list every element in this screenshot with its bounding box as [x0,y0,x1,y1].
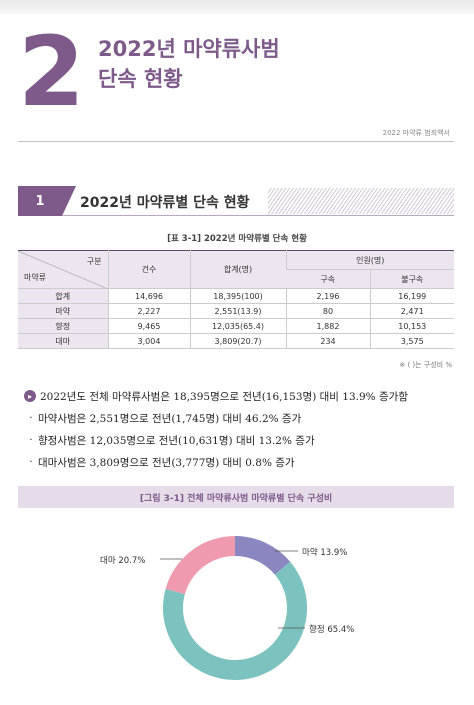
table-row: 대마 3,004 3,809(20.7) 234 3,575 [18,333,454,349]
row-not-arrested: 3,575 [369,333,454,349]
row-label: 합계 [18,288,108,304]
summary-item-text: 대마사범은 3,809명으로 전년(3,777명) 대비 0.8% 증가 [38,456,295,469]
section-underline [62,215,454,216]
row-arrested: 1,882 [285,318,370,334]
donut-slice-대마 [165,536,235,595]
summary-item: · 마약사범은 2,551명으로 전년(1,745명) 대비 46.2% 증가 [24,407,464,429]
row-arrested: 80 [285,303,370,319]
header-total: 합계(명) [189,250,286,289]
table-subheader-row: 구속 불구속 [18,269,454,289]
figure-caption: [그림 3-1] 전체 마약류사범 마약류별 단속 구성비 [18,486,454,508]
summary-item-text: 향정사범은 12,035명으로 전년(10,631명) 대비 13.2% 증가 [38,434,315,447]
section-hatch-decoration [268,188,454,214]
row-count: 14,696 [107,288,190,304]
summary-item: · 향정사범은 12,035명으로 전년(10,631명) 대비 13.2% 증… [24,429,464,451]
slice-label: 대마 20.7% [100,556,146,566]
row-arrested: 234 [285,333,370,349]
dot-bullet-icon: · [29,456,33,468]
arrow-bullet-icon: ▸ [24,390,36,402]
row-total: 12,035(65.4) [189,318,286,334]
summary-main: 2022년도 전체 마약류사범은 18,395명으로 전년(16,153명) 대… [40,390,408,403]
table-caption: [표 3-1] 2022년 마약류별 단속 현황 [167,234,307,244]
donut-slice-향정 [163,561,307,680]
header-divider [18,141,454,142]
dot-bullet-icon: · [29,434,33,446]
donut-chart-svg [160,536,307,680]
table-note: ※ ( )는 구성비 % [399,361,452,369]
row-label: 마약 [18,303,108,319]
summary-main-line: ▸ 2022년도 전체 마약류사범은 18,395명으로 전년(16,153명)… [24,385,464,407]
header-count: 건수 [107,250,190,289]
chapter-title-line2: 단속 현황 [98,67,183,91]
summary-item-text: 마약사범은 2,551명으로 전년(1,745명) 대비 46.2% 증가 [38,412,302,425]
chapter-number: 2 [18,16,85,128]
summary-item: · 대마사범은 3,809명으로 전년(3,777명) 대비 0.8% 증가 [24,451,464,473]
diagonal-line [18,251,108,289]
row-arrested: 2,196 [285,288,370,304]
row-label: 향정 [18,318,108,334]
dot-bullet-icon: · [29,412,33,424]
section-bar: 1 2022년 마약류별 단속 현황 [18,186,454,216]
row-count: 2,227 [107,303,190,319]
data-table: 구분 마약류 건수 합계(명) 인원(명) 구속 불구속 합계 14,696 1… [18,250,454,349]
donut-chart: 마약 13.9% 향정 65.4% 대마 20.7% [0,515,474,701]
row-not-arrested: 2,471 [369,303,454,319]
chapter-title: 2022년 마약류사범 단속 현황 [98,34,280,94]
donut-slice-마약 [235,536,291,575]
top-strip [0,0,474,14]
summary-text: ▸ 2022년도 전체 마약류사범은 18,395명으로 전년(16,153명)… [24,385,464,473]
section-wedge [62,186,76,216]
section-number: 1 [18,186,62,216]
running-header: 2022 마약류 범죄백서 [382,129,450,137]
header-drug-type: 마약류 [24,273,47,282]
header-not-arrested: 불구속 [369,269,454,289]
row-not-arrested: 16,199 [369,288,454,304]
table-row: 합계 14,696 18,395(100) 2,196 16,199 [18,288,454,304]
row-total: 2,551(13.9) [189,303,286,319]
header-arrested: 구속 [286,269,370,289]
table-row: 향정 9,465 12,035(65.4) 1,882 10,153 [18,318,454,334]
row-total: 18,395(100) [189,288,286,304]
header-diagonal-cell: 구분 마약류 [18,250,108,289]
table-header-row: 구분 마약류 건수 합계(명) 인원(명) [18,250,454,289]
slice-label: 마약 13.9% [302,548,348,558]
row-not-arrested: 10,153 [369,318,454,334]
row-count: 9,465 [107,318,190,334]
row-label: 대마 [18,333,108,349]
header-category: 구분 [86,257,102,266]
chapter-title-line1: 2022년 마약류사범 [98,37,280,61]
slice-label: 향정 65.4% [309,625,355,635]
row-total: 3,809(20.7) [189,333,286,349]
row-count: 3,004 [107,333,190,349]
table-row: 마약 2,227 2,551(13.9) 80 2,471 [18,303,454,319]
section-title: 2022년 마약류별 단속 현황 [80,195,250,211]
header-persons: 인원(명) [285,250,454,270]
